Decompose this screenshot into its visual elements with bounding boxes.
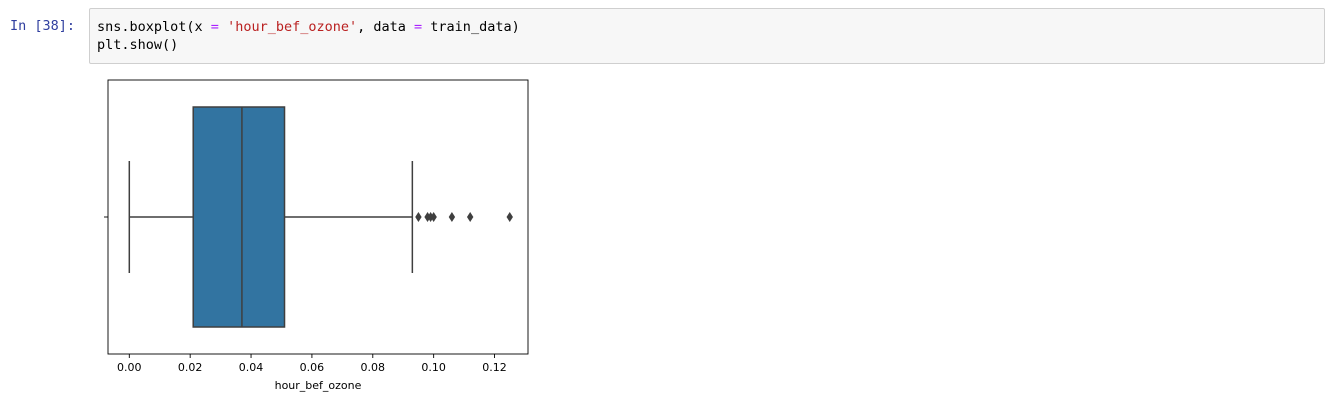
outlier-point — [430, 212, 437, 222]
outlier-point — [506, 212, 513, 222]
code-token: sns.boxplot(x — [97, 19, 211, 35]
x-tick-label: 0.12 — [482, 361, 507, 374]
x-tick-label: 0.10 — [421, 361, 446, 374]
code-cell-editor[interactable]: sns.boxplot(x = 'hour_bef_ozone', data =… — [89, 8, 1325, 64]
x-axis-label: hour_bef_ozone — [275, 379, 362, 392]
boxplot-chart: 0.00 0.02 0.04 0.06 0.08 0.10 0.12 hour_bef_ozo… — [104, 79, 529, 392]
x-tick-label: 0.00 — [117, 361, 142, 374]
code-string: 'hour_bef_ozone' — [227, 19, 358, 35]
code-token: , data — [357, 19, 415, 35]
code-token — [219, 19, 227, 35]
outlier-point — [466, 212, 474, 222]
x-tick-label: 0.08 — [361, 361, 386, 374]
cell-prompt: In [38]: — [10, 18, 76, 34]
x-tick-label: 0.06 — [300, 361, 325, 374]
code-token: train_data) — [422, 19, 520, 35]
code-line-1[interactable]: sns.boxplot(x = 'hour_bef_ozone', data =… — [97, 18, 520, 36]
outlier-point — [415, 212, 422, 222]
cell-output: 0.00 0.02 0.04 0.06 0.08 0.10 0.12 hour_bef_ozo… — [100, 70, 540, 400]
code-line-2[interactable]: plt.show() — [97, 37, 179, 53]
x-tick-label: 0.02 — [178, 361, 203, 374]
code-operator: = — [414, 19, 423, 35]
code-operator: = — [210, 19, 219, 35]
iqr-box — [192, 106, 286, 328]
outlier-point — [448, 212, 456, 222]
x-tick-label: 0.04 — [239, 361, 263, 374]
